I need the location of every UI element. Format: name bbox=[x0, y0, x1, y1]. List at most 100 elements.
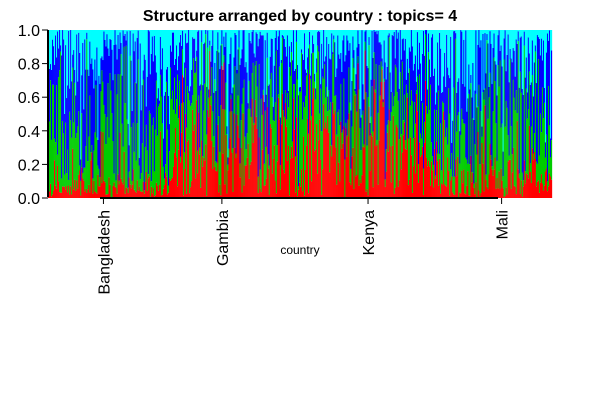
bar-segment bbox=[352, 58, 354, 148]
bar-segment bbox=[90, 63, 92, 153]
bar-segment bbox=[370, 133, 372, 198]
bar-segment bbox=[509, 48, 511, 60]
bar-segment bbox=[381, 30, 383, 59]
bar-segment bbox=[245, 30, 247, 63]
bar-segment bbox=[431, 30, 433, 38]
bar-segment bbox=[93, 180, 95, 198]
bar-segment bbox=[102, 60, 104, 82]
bar-segment bbox=[392, 36, 394, 107]
bar-segment bbox=[148, 30, 150, 32]
bar-segment bbox=[87, 30, 89, 70]
bar-segment bbox=[447, 67, 449, 145]
bar-segment bbox=[110, 90, 112, 198]
bar-segment bbox=[471, 172, 473, 183]
bar-segment bbox=[109, 30, 111, 39]
bar-segment bbox=[494, 81, 496, 158]
bar-segment bbox=[282, 110, 285, 170]
bar-segment bbox=[133, 151, 135, 190]
bar-segment bbox=[167, 192, 170, 198]
bar-segment bbox=[133, 51, 135, 152]
bar-segment bbox=[157, 190, 160, 198]
bar-segment bbox=[439, 153, 441, 159]
bar-segment bbox=[330, 102, 332, 146]
bar-segment bbox=[304, 107, 306, 196]
bar-segment bbox=[304, 30, 306, 34]
bar-segment bbox=[406, 97, 409, 198]
bar-segment bbox=[469, 89, 471, 165]
bar-segment bbox=[325, 122, 327, 198]
bar-segment bbox=[189, 91, 191, 101]
bar-segment bbox=[153, 30, 155, 36]
bar-segment bbox=[216, 171, 218, 198]
bar-segment bbox=[305, 170, 307, 198]
bar-segment bbox=[490, 155, 492, 160]
bar-segment bbox=[106, 194, 108, 198]
bar-segment bbox=[411, 192, 414, 198]
bar-segment bbox=[273, 65, 275, 122]
y-tick-label: 0.8 bbox=[18, 57, 40, 74]
bar-segment bbox=[524, 77, 526, 172]
bar-segment bbox=[416, 76, 419, 112]
bar-segment bbox=[355, 74, 357, 95]
bar-segment bbox=[506, 107, 508, 195]
bar-segment bbox=[93, 88, 95, 151]
bar-segment bbox=[90, 160, 92, 198]
bar-segment bbox=[161, 123, 164, 195]
bar-segment bbox=[192, 109, 194, 198]
bar-segment bbox=[142, 70, 144, 80]
bar-segment bbox=[167, 30, 170, 96]
bar-segment bbox=[464, 30, 466, 87]
bar-segment bbox=[55, 35, 57, 143]
bar-segment bbox=[530, 182, 532, 198]
bar-segment bbox=[520, 36, 522, 93]
bar-segment bbox=[495, 64, 497, 124]
bar-segment bbox=[172, 166, 175, 198]
bar-segment bbox=[129, 30, 131, 31]
bar-segment bbox=[326, 86, 328, 130]
bar-segment bbox=[337, 112, 339, 137]
bar-segment bbox=[252, 30, 254, 63]
bar-segment bbox=[540, 30, 543, 39]
bar-segment bbox=[212, 30, 214, 112]
bar-segment bbox=[92, 178, 94, 194]
bar-segment bbox=[443, 111, 445, 198]
bar-segment bbox=[222, 153, 224, 198]
bar-segment bbox=[80, 180, 82, 196]
bar-segment bbox=[327, 111, 329, 116]
bar-segment bbox=[437, 161, 439, 198]
bar-segment bbox=[151, 125, 153, 194]
bar-segment bbox=[137, 59, 139, 191]
bar-segment bbox=[531, 30, 533, 41]
bar-segment bbox=[375, 146, 377, 198]
bar-segment bbox=[433, 75, 435, 166]
bar-segment bbox=[468, 93, 470, 196]
bar-segment bbox=[51, 139, 53, 197]
bar-segment bbox=[362, 146, 364, 198]
bar-segment bbox=[166, 129, 169, 195]
bar-segment bbox=[372, 131, 374, 188]
bar-segment bbox=[279, 165, 281, 190]
bar-segment bbox=[160, 69, 163, 97]
bar-segment bbox=[450, 36, 452, 170]
bar-segment bbox=[351, 156, 353, 198]
bar-segment bbox=[86, 30, 88, 33]
bar-segment bbox=[193, 130, 195, 198]
bar-segment bbox=[503, 30, 505, 39]
bar-segment bbox=[235, 158, 237, 198]
bar-segment bbox=[153, 35, 155, 172]
bar-segment bbox=[72, 67, 74, 149]
bar-segment bbox=[469, 164, 471, 196]
bar-segment bbox=[198, 95, 200, 113]
bar-segment bbox=[194, 73, 196, 125]
bar-segment bbox=[376, 34, 378, 140]
bar-segment bbox=[286, 30, 289, 36]
bar-segment bbox=[112, 30, 114, 81]
bar-segment bbox=[321, 30, 323, 44]
bar-segment bbox=[547, 40, 550, 87]
bar-segment bbox=[335, 30, 337, 78]
bar-segment bbox=[358, 185, 360, 198]
bar-segment bbox=[347, 136, 349, 198]
bar-segment bbox=[184, 169, 186, 198]
bar-segment bbox=[196, 56, 198, 101]
bar-segment bbox=[432, 170, 434, 198]
